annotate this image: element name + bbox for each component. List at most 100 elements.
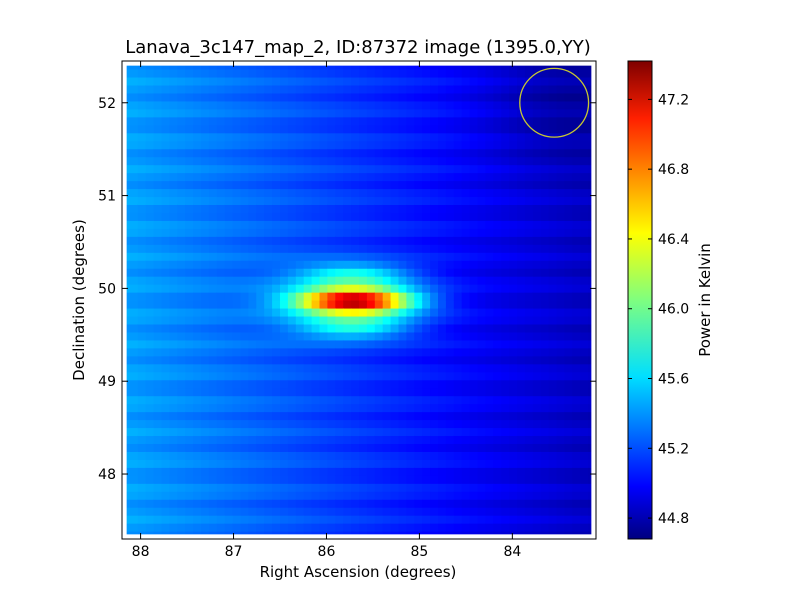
- heatmap-cell: [469, 307, 479, 317]
- heatmap-cell: [343, 467, 352, 476]
- heatmap-cell: [129, 92, 139, 102]
- heatmap-cell: [319, 276, 328, 285]
- heatmap-cell: [240, 252, 249, 261]
- heatmap-cell: [359, 347, 368, 357]
- heatmap-cell: [161, 148, 170, 158]
- heatmap-cell: [430, 148, 439, 158]
- heatmap-cell: [477, 76, 486, 86]
- heatmap-cell: [177, 315, 186, 325]
- heatmap-cell: [272, 339, 281, 349]
- heatmap-cell: [540, 172, 550, 182]
- heatmap-cell: [240, 236, 249, 245]
- heatmap-cell: [438, 196, 447, 205]
- heatmap-cell: [445, 331, 455, 341]
- heatmap-cell: [398, 220, 407, 229]
- heatmap-cell: [177, 260, 186, 269]
- heatmap-cell: [177, 276, 186, 285]
- heatmap-cell: [580, 523, 589, 532]
- heatmap-cell: [177, 475, 186, 484]
- heatmap-cell: [256, 140, 265, 150]
- heatmap-cell: [193, 371, 202, 381]
- heatmap-cell: [224, 339, 234, 349]
- heatmap-cell: [343, 212, 352, 221]
- heatmap-cell: [548, 268, 558, 277]
- heatmap-cell: [438, 132, 447, 142]
- heatmap-cell: [359, 379, 368, 389]
- heatmap-cell: [524, 244, 534, 253]
- heatmap-cell: [477, 300, 486, 309]
- heatmap-cell: [485, 467, 494, 476]
- heatmap-cell: [469, 515, 479, 524]
- heatmap-cell: [201, 124, 210, 134]
- heatmap-cell: [382, 76, 392, 86]
- heatmap-cell: [493, 92, 502, 102]
- heatmap-cell: [343, 483, 352, 492]
- heatmap-cell: [485, 300, 494, 309]
- heatmap-cell: [185, 379, 194, 389]
- heatmap-cell: [390, 284, 400, 293]
- heatmap-cell: [272, 172, 281, 182]
- heatmap-cell: [169, 467, 178, 476]
- heatmap-cell: [493, 507, 502, 516]
- heatmap-cell: [224, 300, 234, 309]
- heatmap-cell: [137, 347, 147, 357]
- heatmap-cell: [390, 100, 400, 110]
- heatmap-cell: [129, 292, 139, 301]
- heatmap-cell: [414, 331, 423, 341]
- heatmap-cell: [414, 276, 423, 285]
- heatmap-cell: [295, 292, 305, 301]
- heatmap-cell: [548, 84, 558, 94]
- heatmap-cell: [240, 403, 249, 413]
- heatmap-cell: [548, 156, 558, 166]
- heatmap-cell: [564, 116, 573, 126]
- heatmap-cell: [216, 387, 226, 397]
- heatmap-cell: [430, 172, 439, 182]
- heatmap-cell: [343, 507, 352, 516]
- heatmap-cell: [319, 196, 328, 205]
- heatmap-cell: [145, 156, 155, 166]
- heatmap-cell: [414, 68, 423, 78]
- heatmap-cell: [501, 244, 510, 253]
- heatmap-cell: [351, 284, 360, 293]
- heatmap-cell: [177, 116, 186, 126]
- heatmap-cell: [524, 236, 534, 245]
- heatmap-cell: [272, 268, 281, 277]
- heatmap-cell: [161, 515, 170, 524]
- heatmap-cell: [438, 292, 447, 301]
- heatmap-cell: [295, 467, 305, 476]
- heatmap-cell: [319, 236, 328, 245]
- heatmap-cell: [295, 459, 305, 468]
- heatmap-cell: [406, 379, 415, 389]
- heatmap-cell: [327, 92, 336, 102]
- heatmap-cell: [335, 252, 344, 261]
- heatmap-cell: [272, 323, 281, 333]
- heatmap-cell: [438, 387, 447, 397]
- heatmap-cell: [201, 491, 210, 500]
- heatmap-cell: [303, 220, 313, 229]
- heatmap-cell: [580, 315, 589, 325]
- heatmap-cell: [295, 515, 305, 524]
- heatmap-cell: [208, 515, 218, 524]
- heatmap-cell: [193, 395, 202, 405]
- heatmap-cell: [311, 323, 321, 333]
- heatmap-cell: [548, 483, 558, 492]
- heatmap-cell: [398, 244, 407, 253]
- heatmap-cell: [453, 108, 463, 118]
- heatmap-cell: [556, 268, 565, 277]
- heatmap-cell: [351, 363, 360, 373]
- heatmap-cell: [548, 355, 558, 365]
- heatmap-cell: [524, 515, 534, 524]
- heatmap-cell: [264, 339, 273, 349]
- heatmap-cell: [445, 260, 455, 269]
- heatmap-cell: [216, 164, 226, 174]
- heatmap-cell: [224, 347, 234, 357]
- heatmap-cell: [501, 475, 510, 484]
- heatmap-cell: [493, 188, 502, 198]
- heatmap-cell: [398, 379, 407, 389]
- heatmap-cell: [469, 323, 479, 333]
- heatmap-cell: [509, 100, 518, 110]
- heatmap-cell: [351, 419, 360, 429]
- heatmap-cell: [390, 268, 400, 277]
- heatmap-cell: [351, 108, 360, 118]
- heatmap-cell: [272, 148, 281, 158]
